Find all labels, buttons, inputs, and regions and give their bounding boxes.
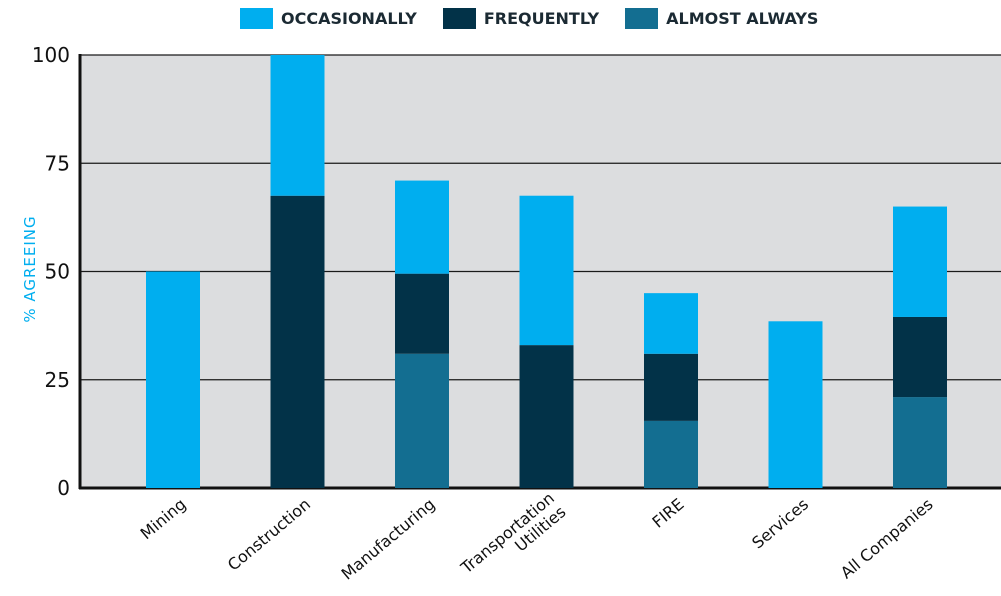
legend-label-frequently: FREQUENTLY xyxy=(483,9,600,28)
bar-manufacturing-almost-always xyxy=(395,353,449,488)
legend-item-frequently: FREQUENTLY xyxy=(442,8,600,29)
x-tick-label-fire: FIRE xyxy=(648,495,687,532)
x-tick-label-manufacturing: Manufacturing xyxy=(338,495,439,584)
y-tick-label-100: 100 xyxy=(32,43,70,67)
x-tick-label-all-companies: All Companies xyxy=(837,495,937,583)
bar-construction-occasionally xyxy=(270,55,325,196)
y-tick-label-75: 75 xyxy=(45,151,70,175)
y-tick-label-0: 0 xyxy=(57,476,70,500)
legend-label-occasionally: OCCASIONALLY xyxy=(281,9,417,28)
bar-services-occasionally xyxy=(768,321,823,488)
legend-item-occasionally: OCCASIONALLY xyxy=(240,8,417,29)
x-tick-label-services: Services xyxy=(748,495,812,553)
bar-fire-frequently xyxy=(644,353,698,421)
y-tick-label-25: 25 xyxy=(45,368,70,392)
bar-construction-frequently xyxy=(270,195,325,488)
legend-item-almost-always: ALMOST ALWAYS xyxy=(625,8,818,29)
bar-all-companies-almost-always xyxy=(893,397,947,488)
x-tick-label-mining: Mining xyxy=(137,495,190,544)
legend-swatch-occasionally xyxy=(240,8,273,29)
y-tick-label-50: 50 xyxy=(45,260,70,284)
legend-label-almost-always: ALMOST ALWAYS xyxy=(666,9,819,28)
bar-fire-occasionally xyxy=(644,293,698,354)
bar-transportation-utilities-frequently xyxy=(519,345,574,488)
x-tick-label-transportation-utilities: TransportationUtilities xyxy=(456,488,569,591)
legend-swatch-almost-always xyxy=(625,8,659,29)
bar-fire-almost-always xyxy=(644,420,698,488)
bar-manufacturing-frequently xyxy=(395,273,449,354)
chart-legend: OCCASIONALLY FREQUENTLY ALMOST ALWAYS xyxy=(240,8,844,29)
bar-all-companies-frequently xyxy=(893,316,947,398)
legend-swatch-frequently xyxy=(442,8,476,29)
x-tick-label-construction: Construction xyxy=(224,495,314,575)
bar-transportation-utilities-occasionally xyxy=(519,195,574,346)
bar-all-companies-occasionally xyxy=(893,206,947,317)
bar-mining-occasionally xyxy=(146,271,200,488)
bar-manufacturing-occasionally xyxy=(395,180,449,274)
